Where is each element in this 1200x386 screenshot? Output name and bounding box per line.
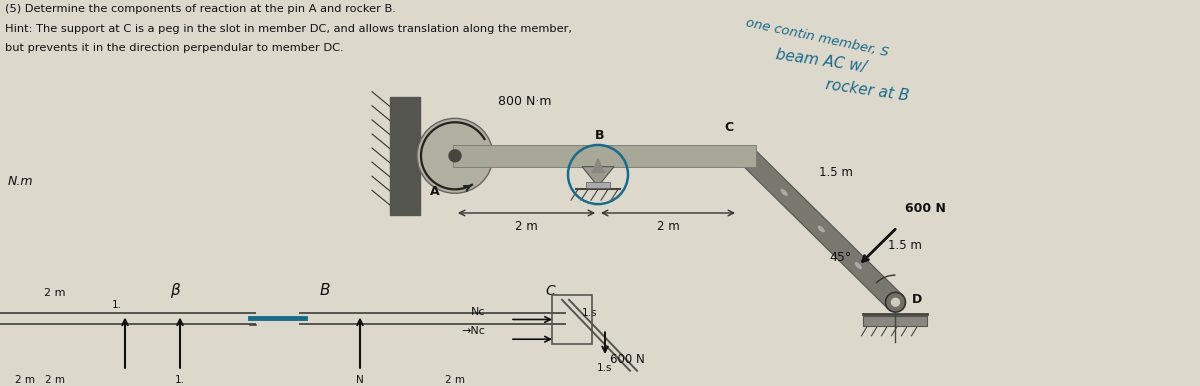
Text: 2 m: 2 m (656, 220, 679, 233)
Bar (552, 295, 592, 344)
Text: D: D (912, 293, 922, 306)
Text: β: β (170, 283, 180, 298)
Text: 600 N: 600 N (610, 353, 644, 366)
Text: 800 N·m: 800 N·m (498, 95, 552, 108)
Text: 1.: 1. (112, 300, 122, 310)
Text: 2 m: 2 m (46, 375, 65, 385)
Text: 1.5 m: 1.5 m (820, 166, 853, 179)
Bar (390, 96, 420, 215)
Text: C: C (545, 284, 554, 298)
Text: C: C (725, 121, 733, 134)
Text: 600 N: 600 N (905, 202, 946, 215)
Text: (5) Determine the components of reaction at the pin A and rocker B.: (5) Determine the components of reaction… (5, 4, 396, 14)
Text: one contin member, S: one contin member, S (745, 16, 890, 59)
Ellipse shape (854, 262, 863, 269)
Text: 1.5 m: 1.5 m (888, 239, 923, 252)
Text: B: B (319, 283, 330, 298)
Text: N.m: N.m (8, 175, 34, 188)
Bar (864, 316, 928, 326)
Text: 1.s: 1.s (598, 363, 613, 373)
Text: N: N (356, 375, 364, 385)
Text: B: B (595, 129, 605, 142)
Text: A: A (430, 185, 440, 198)
Bar (586, 183, 610, 188)
Text: Hint: The support at C is a peg in the slot in member DC, and allows translation: Hint: The support at C is a peg in the s… (5, 24, 572, 34)
Text: 2 m: 2 m (14, 375, 35, 385)
Text: 45°: 45° (829, 251, 852, 264)
Text: 2 m: 2 m (44, 288, 66, 298)
Polygon shape (582, 167, 614, 186)
Polygon shape (740, 149, 902, 309)
Text: beam AC w/: beam AC w/ (775, 47, 868, 75)
Circle shape (449, 150, 461, 162)
Text: 2 m: 2 m (515, 220, 538, 233)
Text: 1.s: 1.s (582, 308, 598, 318)
Text: 1.: 1. (175, 375, 185, 385)
Text: 2 m: 2 m (445, 375, 466, 385)
Bar (454, 145, 756, 167)
Polygon shape (592, 159, 604, 173)
Ellipse shape (780, 188, 788, 196)
Text: but prevents it in the direction perpendular to member DC.: but prevents it in the direction perpend… (5, 43, 343, 53)
Circle shape (892, 298, 900, 306)
Text: rocker at B: rocker at B (826, 77, 911, 103)
Circle shape (886, 292, 906, 312)
Ellipse shape (817, 225, 826, 233)
Text: Nc: Nc (470, 306, 485, 317)
Text: →Nc: →Nc (461, 326, 485, 336)
Circle shape (418, 119, 493, 193)
